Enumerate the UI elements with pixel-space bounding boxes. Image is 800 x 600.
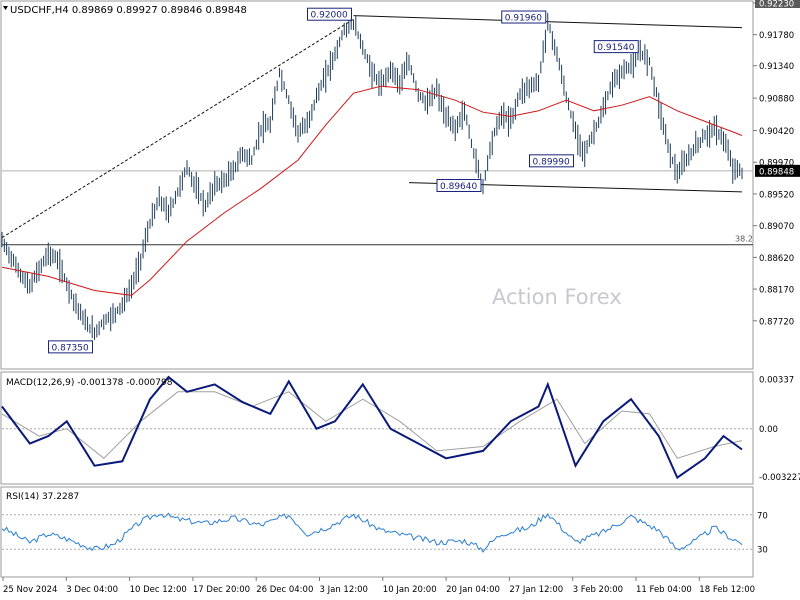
- price-tick-label: 0.91780: [759, 31, 794, 41]
- price-tick-label: 0.87720: [759, 317, 794, 327]
- macd-line: [1, 375, 743, 480]
- price-annotation-box: [593, 40, 639, 54]
- chart-title: USDCHF,H4 0.89869 0.89927 0.89846 0.8984…: [10, 5, 247, 16]
- macd-panel: [0, 371, 754, 485]
- macd-tick-label: 0.00337: [759, 375, 794, 385]
- price-tick-label: 0.90880: [759, 95, 794, 105]
- main-layer: 38.2 0.92000 0.91960 0.91540 0.89990 0.89640 0…: [1, 7, 753, 354]
- time-axis-label: 11 Feb 04:00: [636, 585, 692, 595]
- price-annotation-label: 0.89990: [533, 157, 570, 167]
- rsi-tick-label: 70: [757, 511, 768, 521]
- main-panel: [0, 0, 754, 370]
- time-axis-label: 18 Feb 12:00: [699, 585, 755, 595]
- current-price-badge: [755, 164, 800, 177]
- time-axis-label: 10 Dec 12:00: [130, 585, 187, 595]
- price-annotation-box: [501, 10, 547, 24]
- price-annotation-box: [48, 340, 93, 354]
- trendline: [1, 18, 354, 239]
- time-axis-label: 10 Jan 20:00: [383, 585, 437, 595]
- time-axis-label: 25 Nov 2024: [3, 585, 57, 595]
- price-annotation-label: 0.92000: [311, 11, 348, 21]
- rsi-layer: [1, 512, 753, 553]
- time-axis-label: 3 Feb 20:00: [573, 585, 623, 595]
- price-tick-label: 0.90420: [759, 127, 794, 137]
- time-axis-label: 17 Dec 20:00: [193, 585, 250, 595]
- price-tick-label: 0.88170: [759, 286, 794, 296]
- rsi-line: [1, 512, 743, 553]
- time-axis-label: 26 Dec 04:00: [256, 585, 313, 595]
- price-annotation-box: [436, 179, 482, 192]
- price-tick-label: 0.89520: [759, 190, 794, 200]
- watermark: Action Forex: [492, 285, 622, 309]
- moving-average-line: [1, 85, 743, 296]
- macd-title: MACD(12,26,9) -0.001378 -0.000798: [6, 378, 173, 388]
- price-annotation-label: 0.87350: [52, 343, 89, 353]
- time-axis-label: 3 Jan 12:00: [320, 585, 368, 595]
- macd-signal-line: [1, 391, 743, 459]
- price-tick-label: 0.89070: [759, 222, 794, 232]
- price-annotation-label: 0.89640: [440, 182, 477, 192]
- time-axis-label: 20 Jan 04:00: [446, 585, 500, 595]
- fib-level-label: 38.2: [735, 235, 753, 244]
- time-axis-label: 27 Jan 12:00: [509, 585, 563, 595]
- rsi-tick-label: 30: [757, 546, 768, 556]
- macd-tick-label: -0.003227: [759, 473, 800, 483]
- price-tick-label: 0.91340: [759, 62, 794, 72]
- price-tick-label: 0.89970: [759, 159, 794, 169]
- time-axis-label: 3 Dec 04:00: [66, 585, 118, 595]
- price-annotation-box: [529, 154, 574, 168]
- price-tick-label: 0.92230: [759, 0, 794, 10]
- rsi-panel: [0, 486, 754, 578]
- price-annotation-label: 0.91540: [597, 43, 634, 53]
- price-annotation-box: [307, 7, 352, 21]
- rsi-title: RSI(14) 37.2287: [6, 492, 79, 502]
- price-annotation-label: 0.91960: [505, 14, 542, 24]
- price-top-badge: [755, 0, 800, 8]
- collapse-triangle-icon[interactable]: [3, 6, 8, 10]
- price-tick-label: 0.88620: [759, 254, 794, 264]
- current-price-label: 0.89848: [759, 167, 794, 177]
- macd-layer: [1, 375, 753, 480]
- macd-tick-label: 0.00: [759, 425, 778, 435]
